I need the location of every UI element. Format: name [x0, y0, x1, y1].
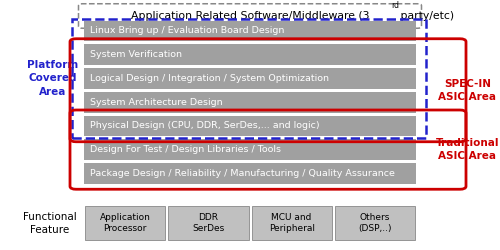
Text: Logical Design / Integration / System Optimization: Logical Design / Integration / System Op… — [90, 74, 328, 83]
Text: Application
Processor: Application Processor — [100, 214, 150, 233]
Bar — [72, 19, 426, 138]
Text: System Architecture Design: System Architecture Design — [90, 98, 222, 107]
Text: Physical Design (CPU, DDR, SerDes,... and logic): Physical Design (CPU, DDR, SerDes,... an… — [90, 122, 319, 130]
Bar — [84, 44, 416, 65]
Text: MCU and
Peripheral: MCU and Peripheral — [268, 214, 314, 233]
Text: Traditional
ASIC Area: Traditional ASIC Area — [436, 138, 499, 161]
Text: System Verification: System Verification — [90, 50, 182, 59]
Text: Design For Test / Design Libraries / Tools: Design For Test / Design Libraries / Too… — [90, 145, 280, 154]
Bar — [85, 206, 165, 240]
Text: Package Design / Reliability / Manufacturing / Quality Assurance: Package Design / Reliability / Manufactu… — [90, 169, 395, 178]
Text: rd: rd — [392, 1, 400, 10]
Text: Others
(DSP,..): Others (DSP,..) — [358, 214, 392, 233]
Bar — [84, 139, 416, 160]
Bar — [84, 116, 416, 136]
Bar — [84, 163, 416, 184]
Bar — [84, 92, 416, 112]
Text: Linux Bring up / Evaluation Board Design: Linux Bring up / Evaluation Board Design — [90, 26, 284, 35]
FancyBboxPatch shape — [78, 4, 422, 28]
Text: DDR
SerDes: DDR SerDes — [192, 214, 224, 233]
Text: SPEC-IN
ASIC Area: SPEC-IN ASIC Area — [438, 79, 496, 102]
Bar — [252, 206, 332, 240]
Bar — [335, 206, 415, 240]
Text: party/etc): party/etc) — [398, 11, 454, 21]
Bar — [84, 68, 416, 89]
Text: Functional
Feature: Functional Feature — [23, 212, 77, 235]
Text: Application Related Software/Middleware (3: Application Related Software/Middleware … — [131, 11, 369, 21]
Text: Platform
Covered
Area: Platform Covered Area — [27, 60, 78, 96]
Bar — [168, 206, 248, 240]
Bar — [84, 20, 416, 41]
